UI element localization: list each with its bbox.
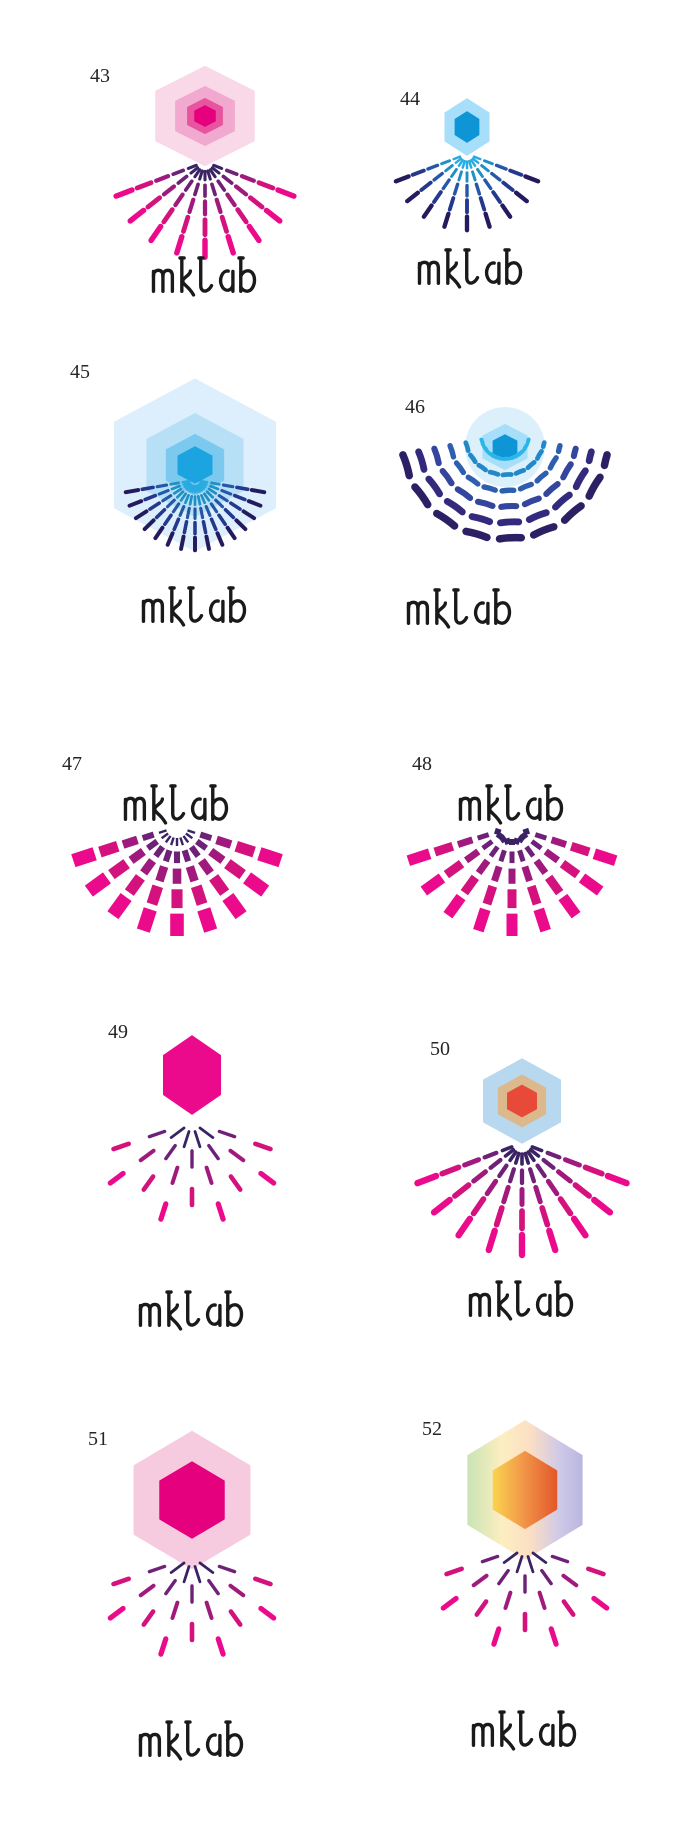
svg-text:45: 45 <box>70 361 90 383</box>
svg-text:44: 44 <box>400 88 420 110</box>
svg-text:49: 49 <box>108 1021 128 1043</box>
svg-text:47: 47 <box>62 753 82 775</box>
svg-text:46: 46 <box>405 396 425 418</box>
svg-text:50: 50 <box>430 1038 450 1060</box>
svg-text:48: 48 <box>412 753 432 775</box>
svg-text:51: 51 <box>88 1428 108 1450</box>
svg-text:52: 52 <box>422 1418 442 1440</box>
svg-text:43: 43 <box>90 65 110 87</box>
